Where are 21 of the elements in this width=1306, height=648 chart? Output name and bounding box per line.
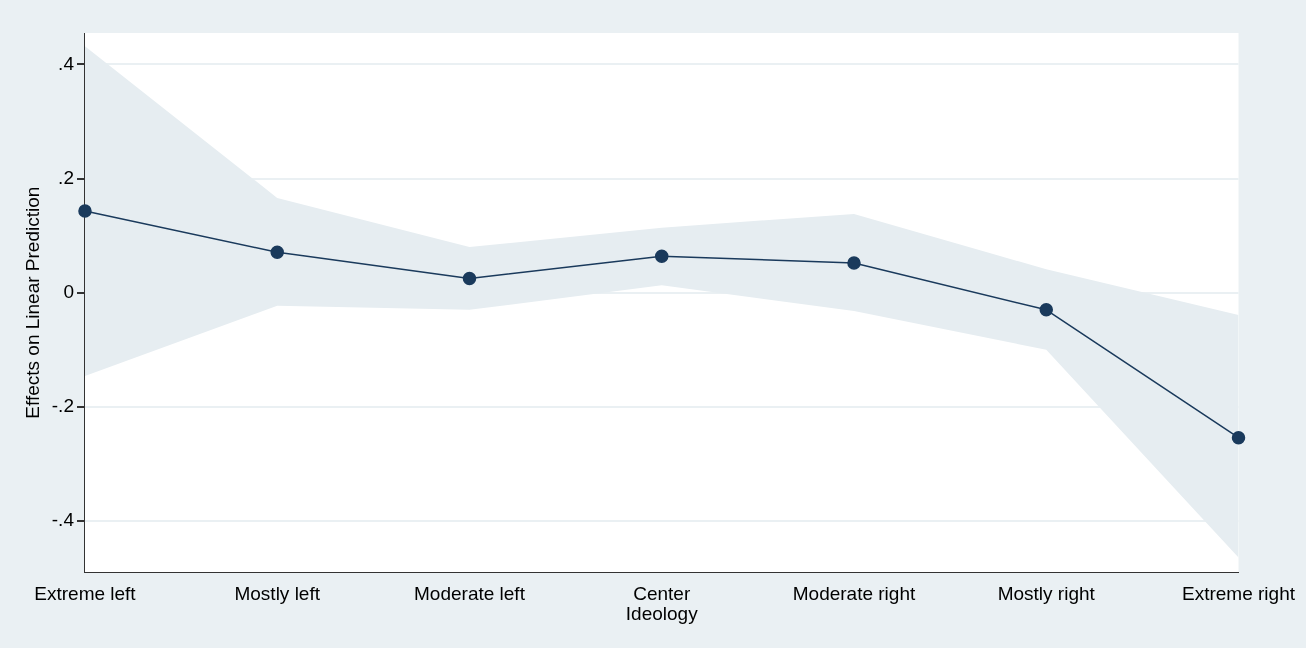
point bbox=[462, 271, 477, 286]
x-axis-title: Ideology bbox=[625, 602, 699, 624]
y-tick-label: .4 bbox=[58, 52, 75, 74]
x-tick-label: Moderate right bbox=[792, 583, 916, 605]
y-tick-label: -.4 bbox=[51, 509, 75, 531]
y-tick-label: .2 bbox=[58, 166, 74, 188]
x-tick-label: Mostly right bbox=[997, 583, 1096, 605]
point bbox=[847, 256, 861, 270]
y-axis-title: Effects on Linear Prediction bbox=[21, 186, 43, 419]
x-tick-label: Extreme left bbox=[34, 583, 137, 605]
point bbox=[654, 249, 669, 263]
point bbox=[1039, 303, 1053, 317]
x-tick-label: Moderate left bbox=[414, 583, 526, 605]
point bbox=[78, 204, 92, 218]
point bbox=[270, 245, 284, 259]
point bbox=[1231, 430, 1246, 445]
y-tick-label: 0 bbox=[63, 280, 74, 302]
x-tick-label: Extreme right bbox=[1182, 583, 1296, 605]
x-tick-label: Center bbox=[633, 583, 691, 605]
x-tick-label: Mostly left bbox=[234, 583, 321, 605]
y-tick-label: -.2 bbox=[51, 395, 74, 417]
